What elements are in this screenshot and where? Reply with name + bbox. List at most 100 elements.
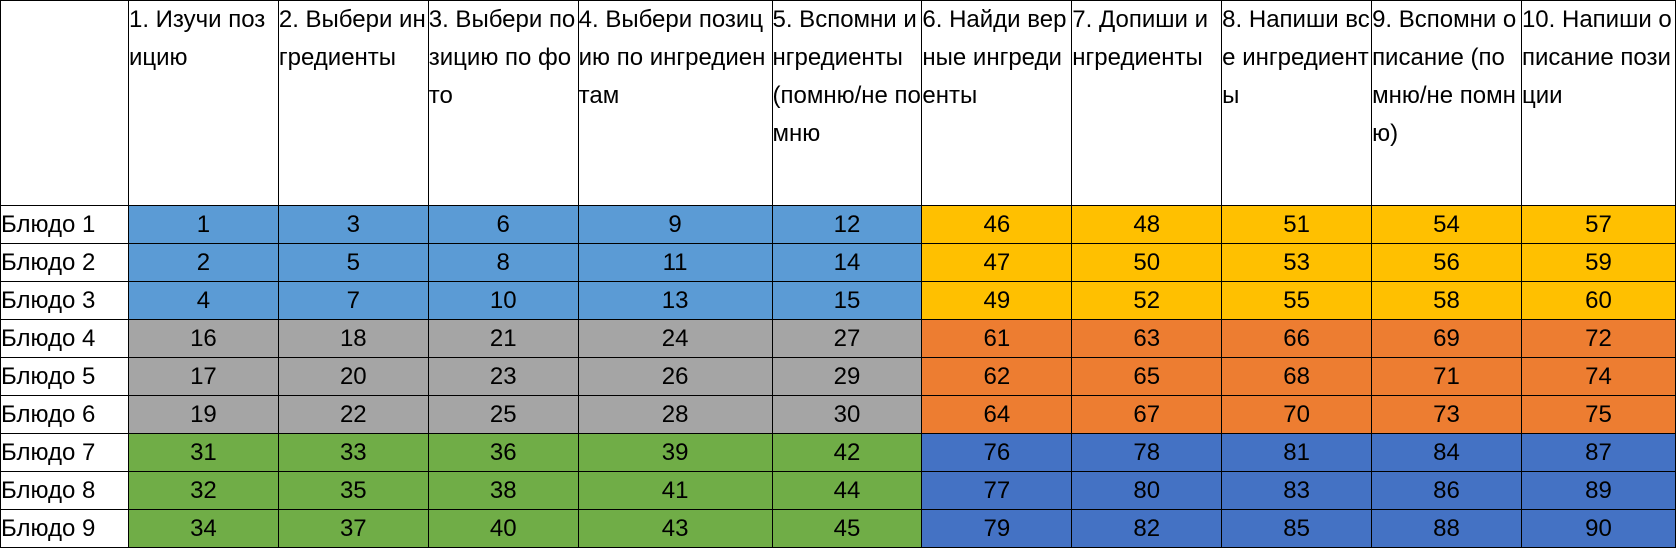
value-cell[interactable]: 15 xyxy=(771,281,923,320)
value-cell[interactable]: 75 xyxy=(1520,395,1676,434)
value-cell[interactable]: 49 xyxy=(921,281,1073,320)
column-header[interactable]: 9. Вспомни описание (помню/не помню) xyxy=(1371,0,1522,206)
value-cell[interactable]: 11 xyxy=(577,243,773,282)
value-cell[interactable]: 65 xyxy=(1071,357,1223,396)
value-cell[interactable]: 25 xyxy=(427,395,579,434)
value-cell[interactable]: 50 xyxy=(1071,243,1223,282)
value-cell[interactable]: 24 xyxy=(577,319,773,358)
value-cell[interactable]: 63 xyxy=(1071,319,1223,358)
value-cell[interactable]: 28 xyxy=(577,395,773,434)
value-cell[interactable]: 21 xyxy=(427,319,579,358)
value-cell[interactable]: 55 xyxy=(1221,281,1373,320)
value-cell[interactable]: 3 xyxy=(277,205,429,244)
value-cell[interactable]: 44 xyxy=(771,471,923,510)
corner-cell[interactable] xyxy=(0,0,129,206)
column-header[interactable]: 5. Вспомни ингредиенты (помню/не помню xyxy=(771,0,923,206)
value-cell[interactable]: 52 xyxy=(1071,281,1223,320)
value-cell[interactable]: 69 xyxy=(1371,319,1522,358)
value-cell[interactable]: 56 xyxy=(1371,243,1522,282)
value-cell[interactable]: 88 xyxy=(1371,509,1522,548)
value-cell[interactable]: 4 xyxy=(127,281,279,320)
value-cell[interactable]: 8 xyxy=(427,243,579,282)
value-cell[interactable]: 14 xyxy=(771,243,923,282)
row-label[interactable]: Блюдо 8 xyxy=(0,471,129,510)
value-cell[interactable]: 37 xyxy=(277,509,429,548)
row-label[interactable]: Блюдо 1 xyxy=(0,205,129,244)
value-cell[interactable]: 70 xyxy=(1221,395,1373,434)
row-label[interactable]: Блюдо 9 xyxy=(0,509,129,548)
value-cell[interactable]: 40 xyxy=(427,509,579,548)
value-cell[interactable]: 36 xyxy=(427,433,579,472)
value-cell[interactable]: 9 xyxy=(577,205,773,244)
value-cell[interactable]: 17 xyxy=(127,357,279,396)
value-cell[interactable]: 41 xyxy=(577,471,773,510)
value-cell[interactable]: 33 xyxy=(277,433,429,472)
value-cell[interactable]: 1 xyxy=(127,205,279,244)
value-cell[interactable]: 66 xyxy=(1221,319,1373,358)
value-cell[interactable]: 58 xyxy=(1371,281,1522,320)
value-cell[interactable]: 67 xyxy=(1071,395,1223,434)
value-cell[interactable]: 64 xyxy=(921,395,1073,434)
value-cell[interactable]: 19 xyxy=(127,395,279,434)
value-cell[interactable]: 80 xyxy=(1071,471,1223,510)
value-cell[interactable]: 31 xyxy=(127,433,279,472)
value-cell[interactable]: 71 xyxy=(1371,357,1522,396)
value-cell[interactable]: 59 xyxy=(1520,243,1676,282)
value-cell[interactable]: 7 xyxy=(277,281,429,320)
value-cell[interactable]: 27 xyxy=(771,319,923,358)
value-cell[interactable]: 51 xyxy=(1221,205,1373,244)
column-header[interactable]: 2. Выбери ингредиенты xyxy=(277,0,429,206)
column-header[interactable]: 3. Выбери позицию по фото xyxy=(427,0,579,206)
value-cell[interactable]: 73 xyxy=(1371,395,1522,434)
value-cell[interactable]: 5 xyxy=(277,243,429,282)
value-cell[interactable]: 85 xyxy=(1221,509,1373,548)
value-cell[interactable]: 26 xyxy=(577,357,773,396)
value-cell[interactable]: 84 xyxy=(1371,433,1522,472)
value-cell[interactable]: 20 xyxy=(277,357,429,396)
value-cell[interactable]: 87 xyxy=(1520,433,1676,472)
value-cell[interactable]: 57 xyxy=(1520,205,1676,244)
row-label[interactable]: Блюдо 4 xyxy=(0,319,129,358)
value-cell[interactable]: 48 xyxy=(1071,205,1223,244)
value-cell[interactable]: 18 xyxy=(277,319,429,358)
value-cell[interactable]: 83 xyxy=(1221,471,1373,510)
row-label[interactable]: Блюдо 5 xyxy=(0,357,129,396)
value-cell[interactable]: 61 xyxy=(921,319,1073,358)
value-cell[interactable]: 32 xyxy=(127,471,279,510)
value-cell[interactable]: 78 xyxy=(1071,433,1223,472)
value-cell[interactable]: 42 xyxy=(771,433,923,472)
column-header[interactable]: 1. Изучи позицию xyxy=(127,0,279,206)
row-label[interactable]: Блюдо 3 xyxy=(0,281,129,320)
row-label[interactable]: Блюдо 2 xyxy=(0,243,129,282)
column-header[interactable]: 4. Выбери позицию по ингредиентам xyxy=(577,0,773,206)
column-header[interactable]: 10. Напиши описание позиции xyxy=(1520,0,1676,206)
value-cell[interactable]: 30 xyxy=(771,395,923,434)
value-cell[interactable]: 23 xyxy=(427,357,579,396)
value-cell[interactable]: 72 xyxy=(1520,319,1676,358)
value-cell[interactable]: 90 xyxy=(1520,509,1676,548)
value-cell[interactable]: 46 xyxy=(921,205,1073,244)
value-cell[interactable]: 13 xyxy=(577,281,773,320)
column-header[interactable]: 6. Найди верные ингредиенты xyxy=(921,0,1073,206)
value-cell[interactable]: 86 xyxy=(1371,471,1522,510)
row-label[interactable]: Блюдо 6 xyxy=(0,395,129,434)
value-cell[interactable]: 81 xyxy=(1221,433,1373,472)
value-cell[interactable]: 6 xyxy=(427,205,579,244)
value-cell[interactable]: 62 xyxy=(921,357,1073,396)
value-cell[interactable]: 79 xyxy=(921,509,1073,548)
value-cell[interactable]: 12 xyxy=(771,205,923,244)
value-cell[interactable]: 35 xyxy=(277,471,429,510)
value-cell[interactable]: 29 xyxy=(771,357,923,396)
value-cell[interactable]: 34 xyxy=(127,509,279,548)
value-cell[interactable]: 10 xyxy=(427,281,579,320)
value-cell[interactable]: 54 xyxy=(1371,205,1522,244)
value-cell[interactable]: 38 xyxy=(427,471,579,510)
value-cell[interactable]: 22 xyxy=(277,395,429,434)
column-header[interactable]: 7. Допиши ингредиенты xyxy=(1071,0,1223,206)
value-cell[interactable]: 74 xyxy=(1520,357,1676,396)
row-label[interactable]: Блюдо 7 xyxy=(0,433,129,472)
value-cell[interactable]: 68 xyxy=(1221,357,1373,396)
value-cell[interactable]: 60 xyxy=(1520,281,1676,320)
value-cell[interactable]: 45 xyxy=(771,509,923,548)
value-cell[interactable]: 47 xyxy=(921,243,1073,282)
